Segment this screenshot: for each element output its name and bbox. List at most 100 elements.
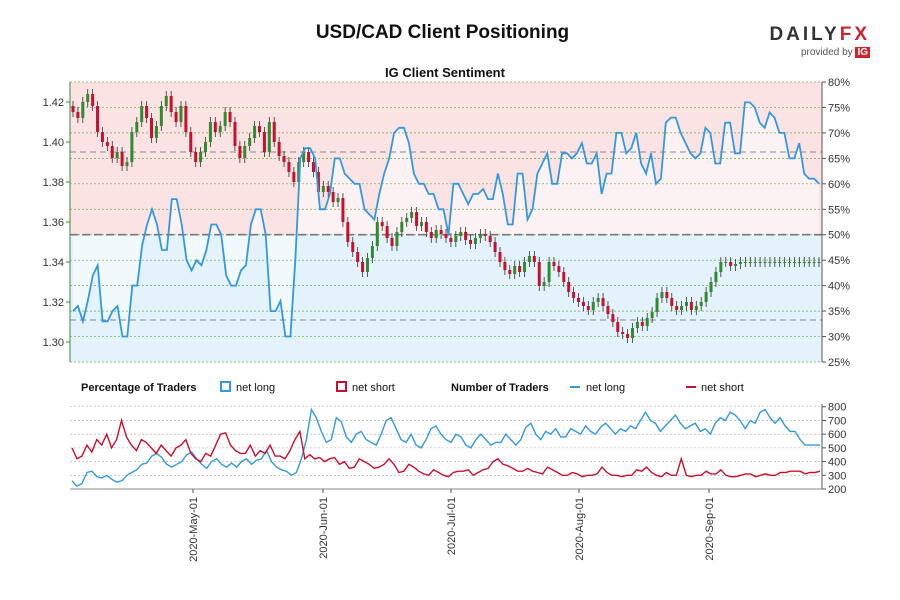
candle-body bbox=[493, 242, 497, 252]
candle-body bbox=[120, 152, 124, 166]
candle-body bbox=[542, 282, 546, 286]
candle-body bbox=[267, 122, 271, 152]
bottom-tick-label: 700 bbox=[828, 415, 846, 427]
bottom-tick-label: 500 bbox=[828, 443, 846, 455]
candle-body bbox=[174, 112, 178, 122]
candle-body bbox=[714, 272, 718, 282]
candle-body bbox=[429, 232, 433, 238]
net-short-count-line bbox=[71, 417, 821, 478]
candle-body bbox=[773, 262, 777, 263]
candle-body bbox=[258, 126, 261, 132]
candle-body bbox=[778, 262, 782, 263]
legend-pct-net-long-swatch bbox=[220, 381, 231, 392]
candle-body bbox=[105, 142, 109, 146]
candle-body bbox=[552, 262, 556, 266]
candle-body bbox=[292, 172, 296, 182]
candle-body bbox=[459, 232, 463, 236]
bottom-tick-label: 200 bbox=[828, 484, 846, 496]
legend-pct-net-long-label: net long bbox=[236, 382, 275, 394]
candle-body bbox=[150, 118, 154, 138]
candle-body bbox=[783, 262, 787, 263]
candle-body bbox=[243, 146, 247, 158]
candle-body bbox=[684, 302, 688, 306]
left-tick-label: 1.40 bbox=[43, 137, 64, 149]
candle-body bbox=[532, 256, 536, 262]
right-tick-label: 80% bbox=[828, 77, 850, 89]
candle-body bbox=[562, 272, 566, 282]
candle-body bbox=[100, 132, 104, 142]
candle-body bbox=[454, 236, 458, 242]
candle-body bbox=[640, 322, 644, 326]
right-tick-label: 60% bbox=[828, 179, 850, 191]
candle-body bbox=[208, 122, 212, 142]
candle-body bbox=[194, 152, 198, 162]
candle-body bbox=[699, 302, 703, 306]
candle-body bbox=[557, 266, 561, 272]
candle-body bbox=[631, 328, 634, 338]
candle-body bbox=[405, 218, 409, 222]
candle-body bbox=[390, 238, 394, 246]
right-tick-label: 30% bbox=[828, 332, 850, 344]
candle-body bbox=[415, 212, 419, 226]
candle-body bbox=[91, 94, 95, 106]
candle-body bbox=[473, 238, 477, 244]
legend-pct-net-short-label: net short bbox=[352, 382, 395, 394]
candle-body bbox=[96, 106, 100, 132]
candle-body bbox=[159, 106, 163, 126]
candle-body bbox=[655, 298, 659, 312]
right-tick-label: 25% bbox=[828, 357, 850, 369]
chart-title: USD/CAD Client Positioning bbox=[315, 22, 570, 43]
left-tick-label: 1.38 bbox=[43, 177, 64, 189]
candle-body bbox=[488, 236, 492, 242]
candle-body bbox=[611, 314, 615, 322]
candle-body bbox=[572, 292, 576, 298]
candle-body bbox=[341, 198, 345, 222]
candle-body bbox=[125, 162, 129, 166]
candle-body bbox=[204, 142, 208, 152]
candle-body bbox=[385, 226, 389, 238]
candle-body bbox=[336, 198, 340, 202]
candle-body bbox=[508, 270, 512, 274]
candle-body bbox=[797, 262, 801, 263]
date-tick-label: 2020-Aug-01 bbox=[574, 497, 586, 561]
candle-body bbox=[724, 262, 728, 263]
left-tick-label: 1.36 bbox=[43, 217, 64, 229]
candle-body bbox=[71, 106, 75, 112]
date-tick-label: 2020-Sep-01 bbox=[704, 497, 716, 561]
candle-body bbox=[86, 94, 90, 102]
ig-logo: IG bbox=[855, 47, 870, 58]
candle-body bbox=[635, 322, 639, 328]
candle-body bbox=[464, 232, 468, 240]
candle-body bbox=[788, 262, 792, 263]
left-tick-label: 1.42 bbox=[43, 97, 64, 109]
candle-body bbox=[817, 262, 821, 263]
candle-body bbox=[719, 262, 723, 272]
candle-body bbox=[689, 302, 693, 310]
candle-body bbox=[581, 302, 585, 306]
candle-body bbox=[768, 262, 772, 263]
candle-body bbox=[356, 252, 360, 262]
candle-body bbox=[272, 122, 276, 142]
candle-body bbox=[321, 186, 325, 192]
candle-body bbox=[478, 234, 482, 238]
candle-body bbox=[665, 292, 669, 298]
candle-body bbox=[179, 106, 183, 122]
candle-body bbox=[675, 306, 679, 310]
candle-body bbox=[316, 172, 320, 192]
candle-body bbox=[253, 126, 257, 138]
candle-body bbox=[424, 222, 428, 232]
candle-body bbox=[523, 262, 527, 272]
candle-body bbox=[645, 318, 649, 326]
candle-body bbox=[346, 222, 350, 242]
candle-body bbox=[130, 132, 134, 162]
candle-body bbox=[734, 264, 738, 266]
candle-body bbox=[169, 96, 173, 112]
candle-body bbox=[753, 262, 757, 263]
candle-body bbox=[807, 262, 811, 263]
candle-body bbox=[670, 298, 674, 306]
bottom-tick-label: 800 bbox=[828, 402, 846, 414]
candle-body bbox=[262, 132, 266, 152]
candle-body bbox=[577, 298, 581, 302]
brand-name-daily: DAILY bbox=[769, 24, 840, 45]
candle-body bbox=[606, 306, 610, 314]
